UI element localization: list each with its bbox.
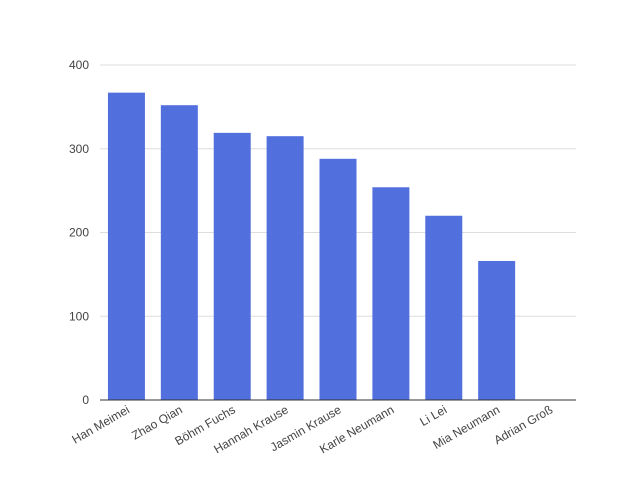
y-tick-label: 100	[69, 309, 89, 323]
bar	[319, 158, 357, 400]
x-tick-label: Li Lei	[417, 402, 449, 428]
bar	[425, 215, 463, 400]
bar	[107, 92, 145, 400]
bar	[160, 105, 198, 400]
y-tick-label: 300	[69, 142, 89, 156]
y-tick-label: 400	[69, 58, 89, 72]
bar	[213, 132, 251, 400]
y-axis-ticks: 0 100 200 300 400	[69, 58, 89, 407]
y-tick-label: 200	[69, 226, 89, 240]
bar	[266, 136, 304, 400]
x-tick-label: Adrian Groß	[491, 402, 555, 447]
bar	[478, 260, 516, 400]
y-tick-label: 0	[82, 393, 89, 407]
x-tick-label: Han Meimei	[69, 402, 131, 446]
bars	[107, 92, 516, 400]
bar	[372, 187, 410, 400]
